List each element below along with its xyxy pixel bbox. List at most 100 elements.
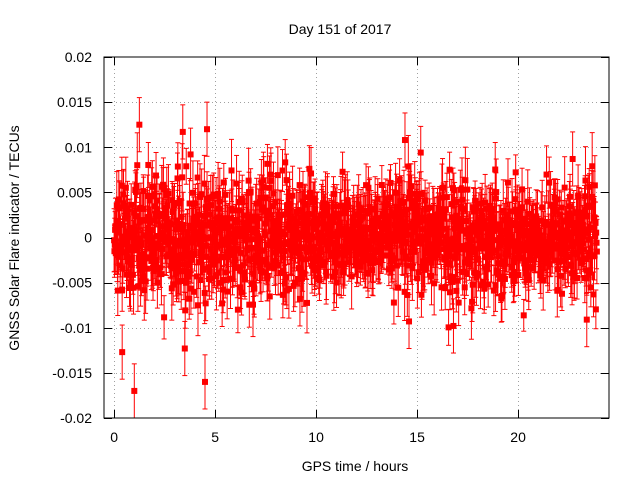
data-point <box>405 163 412 170</box>
data-point <box>464 186 471 193</box>
data-point <box>524 198 531 205</box>
data-point <box>322 237 329 244</box>
data-point <box>281 280 288 287</box>
data-point <box>313 221 320 228</box>
data-point <box>193 215 200 222</box>
data-point <box>123 271 130 278</box>
data-point <box>404 262 411 269</box>
data-point <box>353 261 360 268</box>
data-point <box>115 228 122 235</box>
data-point <box>357 263 364 270</box>
data-point <box>500 207 507 214</box>
data-point <box>485 281 492 288</box>
data-point <box>412 207 419 214</box>
data-point <box>476 245 483 252</box>
data-point <box>201 180 208 187</box>
data-point <box>181 261 188 268</box>
data-point <box>303 256 310 263</box>
data-point <box>418 291 425 298</box>
data-point <box>503 247 510 254</box>
data-point <box>306 165 313 172</box>
data-point <box>112 223 119 230</box>
data-point <box>323 241 330 248</box>
data-point <box>443 194 450 201</box>
data-point <box>331 210 338 217</box>
data-point <box>260 269 267 276</box>
data-point <box>270 190 277 197</box>
data-point <box>354 211 361 218</box>
data-point <box>369 267 376 274</box>
data-point <box>451 199 458 206</box>
data-point <box>303 248 310 255</box>
data-point <box>474 229 481 236</box>
data-point <box>154 197 161 204</box>
data-point <box>161 314 168 321</box>
data-point <box>190 288 197 295</box>
data-point <box>300 228 307 235</box>
data-point <box>196 239 203 246</box>
data-point <box>469 281 476 288</box>
data-point <box>220 179 227 186</box>
data-point <box>344 197 351 204</box>
data-point <box>385 219 392 226</box>
data-point <box>329 252 336 259</box>
data-point <box>511 221 518 228</box>
data-point <box>387 179 394 186</box>
data-point <box>119 249 126 256</box>
data-point <box>178 277 185 284</box>
data-point <box>327 240 334 247</box>
data-point <box>516 220 523 227</box>
data-point <box>307 189 314 196</box>
data-point <box>404 291 411 298</box>
data-point <box>336 219 343 226</box>
data-point <box>173 217 180 224</box>
data-point <box>266 293 273 300</box>
data-point <box>211 219 218 226</box>
data-point <box>452 254 459 261</box>
data-point <box>222 191 229 198</box>
data-point <box>219 300 226 307</box>
data-point <box>259 204 266 211</box>
data-point <box>168 262 175 269</box>
data-point <box>440 215 447 222</box>
data-point <box>241 276 248 283</box>
data-point <box>159 246 166 253</box>
data-point <box>160 229 167 236</box>
data-point <box>378 243 385 250</box>
data-point <box>473 204 480 211</box>
data-point <box>133 183 140 190</box>
data-point <box>217 279 224 286</box>
data-point <box>286 221 293 228</box>
data-point <box>525 277 532 284</box>
data-point <box>385 266 392 273</box>
data-point <box>508 208 515 215</box>
data-point <box>442 255 449 262</box>
data-point <box>446 236 453 243</box>
data-point <box>340 260 347 267</box>
data-point <box>178 226 185 233</box>
data-point <box>122 241 129 248</box>
data-point <box>248 213 255 220</box>
data-point <box>462 259 469 266</box>
data-point <box>528 264 535 271</box>
data-point <box>120 191 127 198</box>
data-point <box>323 272 330 279</box>
data-point <box>297 266 304 273</box>
data-point <box>468 305 475 312</box>
data-point <box>224 288 231 295</box>
data-point <box>510 242 517 249</box>
data-point <box>312 205 319 212</box>
data-point <box>396 177 403 184</box>
data-point <box>320 221 327 228</box>
data-point <box>411 248 418 255</box>
data-point <box>151 191 158 198</box>
data-point <box>221 220 228 227</box>
data-point <box>451 243 458 250</box>
data-point <box>265 242 272 249</box>
data-point <box>381 208 388 215</box>
data-point <box>233 180 240 187</box>
data-point <box>187 151 194 158</box>
data-point <box>440 246 447 253</box>
data-point <box>216 198 223 205</box>
data-point <box>337 202 344 209</box>
